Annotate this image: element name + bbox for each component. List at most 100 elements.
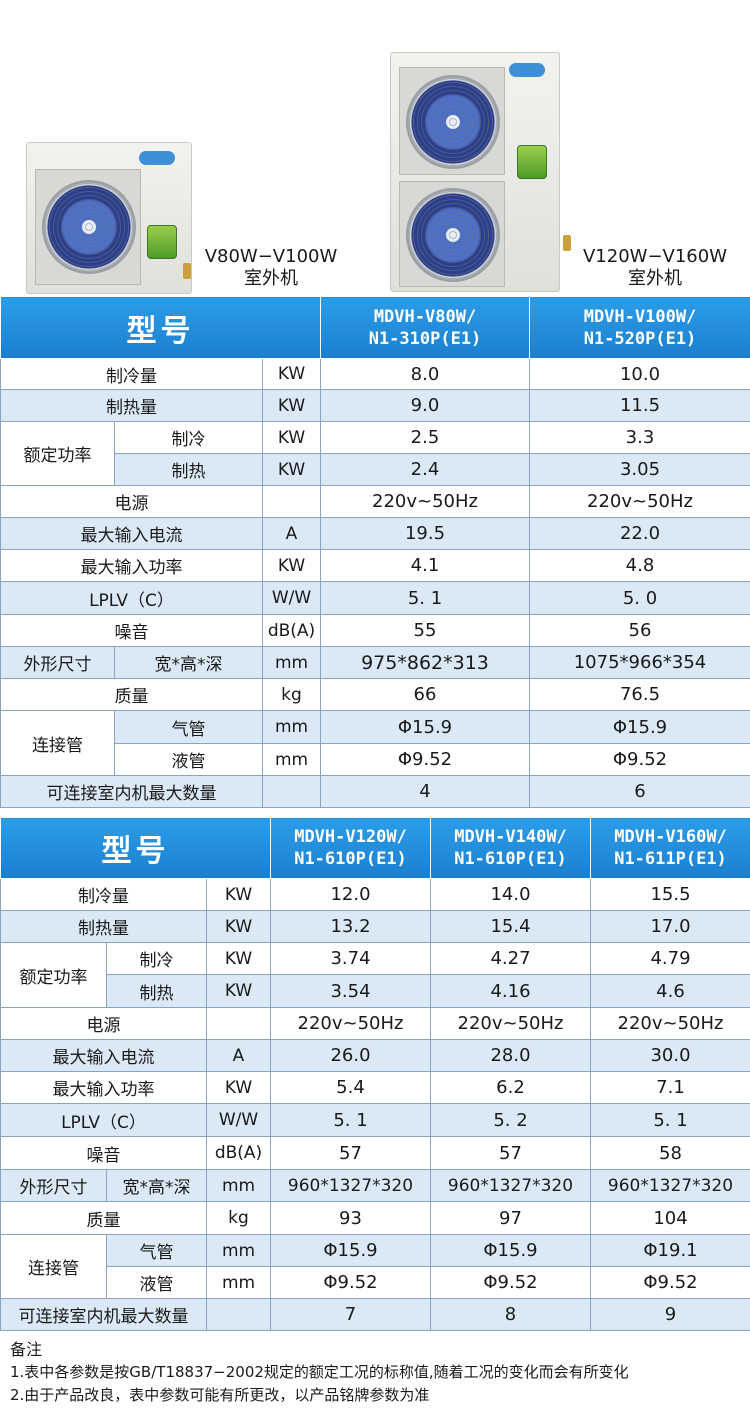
cell-value: 220v~50Hz [430, 1007, 591, 1040]
fan-grille-bottom [399, 181, 505, 287]
cell-value: 4.8 [529, 549, 750, 582]
row-unit: kg [206, 1201, 271, 1235]
row-label: 制热量 [0, 389, 263, 422]
model-header: 型号 [0, 817, 271, 879]
cell-value: 3.54 [270, 974, 431, 1008]
cell-value: 56 [529, 614, 750, 647]
row-label: 制热 [114, 453, 263, 486]
row-unit: mm [206, 1169, 271, 1202]
row-label: 制热量 [0, 910, 207, 943]
row-label: 噪音 [0, 614, 263, 647]
row-unit: KW [206, 974, 271, 1008]
spec-table-1: 型号 MDVH-V80W/N1-310P(E1) MDVH-V100W/N1-5… [0, 296, 750, 808]
cell-value: 4.27 [430, 942, 591, 975]
row-unit [262, 775, 321, 808]
cell-value: 4.6 [590, 974, 750, 1008]
cell-value: Φ9.52 [430, 1266, 591, 1299]
cell-value: 104 [590, 1201, 750, 1235]
notes-title: 备注 [10, 1340, 43, 1359]
cell-value: 5.4 [270, 1071, 431, 1104]
small-unit-label: V80W−V100W 室外机 [204, 246, 338, 289]
small-outdoor-unit-image [26, 142, 192, 294]
cell-value: 1075*966*354 [529, 646, 750, 679]
row-unit: A [262, 517, 321, 550]
cell-value: 220v~50Hz [320, 485, 530, 518]
row-unit: mm [206, 1266, 271, 1299]
row-label: 液管 [114, 743, 263, 776]
row-unit: dB(A) [206, 1136, 271, 1170]
cell-value: 8.0 [320, 358, 530, 390]
cell-value: 960*1327*320 [590, 1169, 750, 1202]
row-unit: KW [206, 1071, 271, 1104]
cell-value: 2.5 [320, 421, 530, 454]
row-unit: KW [262, 453, 321, 486]
row-label: 外形尺寸 [0, 646, 115, 679]
row-unit: mm [262, 710, 321, 744]
row-label: 制冷量 [0, 878, 207, 911]
model-name: MDVH-V160W/N1-611P(E1) [590, 817, 750, 879]
row-label: 最大输入电流 [0, 517, 263, 550]
row-unit: dB(A) [262, 614, 321, 647]
cell-value: 2.4 [320, 453, 530, 486]
fan-grille [35, 169, 141, 285]
fan-icon [42, 180, 136, 274]
row-unit [206, 1298, 271, 1331]
valve-icon [183, 263, 191, 279]
cell-value: 960*1327*320 [430, 1169, 591, 1202]
cell-value: 3.3 [529, 421, 750, 454]
large-unit-label: V120W−V160W 室外机 [582, 246, 728, 289]
cell-value: Φ19.1 [590, 1234, 750, 1267]
model-name: MDVH-V140W/N1-610P(E1) [430, 817, 591, 879]
cell-value: 22.0 [529, 517, 750, 550]
cell-value: 11.5 [529, 389, 750, 422]
cell-value: Φ15.9 [320, 710, 530, 744]
cell-value: Φ9.52 [270, 1266, 431, 1299]
cell-value: Φ15.9 [529, 710, 750, 744]
cell-value: 5. 2 [430, 1103, 591, 1137]
cell-value: 10.0 [529, 358, 750, 390]
cell-value: 57 [270, 1136, 431, 1170]
row-unit [206, 1007, 271, 1040]
row-unit: mm [262, 743, 321, 776]
cell-value: 220v~50Hz [529, 485, 750, 518]
r410a-badge-icon [147, 225, 177, 259]
cell-value: 3.74 [270, 942, 431, 975]
row-group-label: 连接管 [0, 1234, 107, 1299]
cell-value: 975*862*313 [320, 646, 530, 679]
cell-value: 15.4 [430, 910, 591, 943]
note-item: 2.由于产品改良，表中参数可能有所更改，以产品铭牌参数为准 [10, 1386, 430, 1404]
cell-value: Φ15.9 [430, 1234, 591, 1267]
cell-value: 14.0 [430, 878, 591, 911]
cell-value: 93 [270, 1201, 431, 1235]
cell-value: 220v~50Hz [270, 1007, 431, 1040]
row-group-label: 连接管 [0, 710, 115, 776]
midea-logo-icon [139, 151, 175, 165]
cell-value: 5. 1 [590, 1103, 750, 1137]
row-label: 最大输入电流 [0, 1039, 207, 1072]
cell-value: 57 [430, 1136, 591, 1170]
large-outdoor-unit-image [390, 52, 571, 292]
valve-icon [563, 235, 571, 251]
row-label: 液管 [106, 1266, 207, 1299]
fan-icon [406, 188, 500, 282]
cell-value: 26.0 [270, 1039, 431, 1072]
cell-value: 960*1327*320 [270, 1169, 431, 1202]
row-label: 制冷量 [0, 358, 263, 390]
cell-value: 220v~50Hz [590, 1007, 750, 1040]
cell-value: Φ9.52 [529, 743, 750, 776]
row-label: 制热 [106, 974, 207, 1008]
cell-value: 97 [430, 1201, 591, 1235]
row-label: 电源 [0, 485, 263, 518]
product-images: V80W−V100W 室外机 V120W−V160W 室外机 [0, 0, 750, 296]
row-unit [262, 485, 321, 518]
note-item: 1.表中各参数是按GB/T18837−2002规定的额定工况的标称值,随着工况的… [10, 1363, 629, 1381]
row-unit: kg [262, 678, 321, 711]
row-unit: W/W [206, 1103, 271, 1137]
cell-value: 19.5 [320, 517, 530, 550]
row-unit: KW [206, 942, 271, 975]
fan-grille-top [399, 67, 505, 175]
cell-value: 58 [590, 1136, 750, 1170]
cell-value: 3.05 [529, 453, 750, 486]
r410a-badge-icon [517, 145, 547, 179]
cell-value: 5. 1 [270, 1103, 431, 1137]
